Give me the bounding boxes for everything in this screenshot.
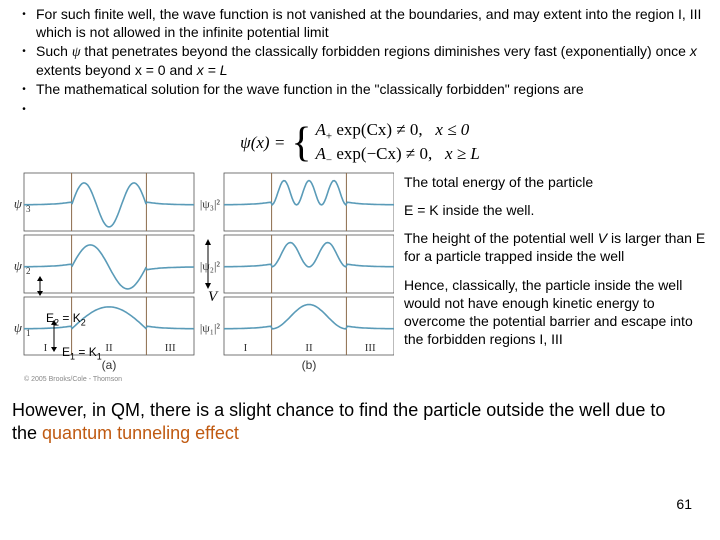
b2-x: x xyxy=(690,43,697,59)
svg-text:III: III xyxy=(165,342,176,354)
svg-text:I: I xyxy=(44,342,48,354)
equation: ψ(x) = { A+ exp(Cx) ≠ 0, x ≤ 0 A− exp(−C… xyxy=(240,120,480,167)
right-p2: E = K inside the well. xyxy=(404,201,708,219)
svg-text:2: 2 xyxy=(26,266,31,276)
c1-rest: exp(Cx) ≠ 0, xyxy=(332,120,423,139)
bottom-text: However, in QM, there is a slight chance… xyxy=(12,399,708,446)
svg-text:|ψ₂|²: |ψ₂|² xyxy=(200,259,221,273)
eq-case-2: A− exp(−Cx) ≠ 0, x ≥ L xyxy=(316,144,480,166)
svg-text:III: III xyxy=(365,342,376,354)
svg-text:© 2005 Brooks/Cole - Thomson: © 2005 Brooks/Cole - Thomson xyxy=(24,375,122,383)
right-p4: Hence, classically, the particle inside … xyxy=(404,276,708,349)
b2-xL: x = L xyxy=(197,62,228,78)
bullet-item-3: • The mathematical solution for the wave… xyxy=(12,81,708,99)
K2sub: 2 xyxy=(81,317,86,327)
svg-text:I: I xyxy=(244,342,248,354)
c1-cond: x ≤ 0 xyxy=(435,120,469,139)
svg-text:II: II xyxy=(105,342,113,354)
svg-text:(b): (b) xyxy=(302,358,317,372)
svg-text:|ψ₃|²: |ψ₃|² xyxy=(200,197,221,211)
svg-text:II: II xyxy=(305,342,313,354)
eq-cases: A+ exp(Cx) ≠ 0, x ≤ 0 A− exp(−Cx) ≠ 0, x… xyxy=(316,120,480,167)
eq-lhs: ψ(x) = xyxy=(240,133,285,153)
bottom-orange: quantum tunneling effect xyxy=(42,423,239,443)
eq1: = K xyxy=(75,345,97,359)
bullet-dot: • xyxy=(12,6,36,22)
page-number: 61 xyxy=(676,496,692,512)
c2-A: A xyxy=(316,144,326,163)
psi-symbol: ψ xyxy=(72,45,81,60)
svg-text:(a): (a) xyxy=(102,358,117,372)
bullet-dot: • xyxy=(12,101,36,117)
b2-pre: Such xyxy=(36,43,72,59)
right-p3: The height of the potential well V is la… xyxy=(404,229,708,265)
svg-text:3: 3 xyxy=(26,204,31,214)
bullet-text-3: The mathematical solution for the wave f… xyxy=(36,81,708,99)
eq-brace: { xyxy=(291,122,311,164)
eq-case-1: A+ exp(Cx) ≠ 0, x ≤ 0 xyxy=(316,120,480,142)
equation-block: ψ(x) = { A+ exp(Cx) ≠ 0, x ≤ 0 A− exp(−C… xyxy=(12,120,708,167)
svg-text:ψ: ψ xyxy=(14,258,23,273)
svg-text:ψ: ψ xyxy=(14,320,23,335)
bullet-item-2: • Such ψ that penetrates beyond the clas… xyxy=(12,43,708,79)
b2-post: that penetrates beyond the classically f… xyxy=(81,43,690,59)
figure-wrap: ψ3|ψ₃|²ψ2|ψ₂|²IIIIIIIIIIIIψ1|ψ₁|²(a)(b)©… xyxy=(12,171,394,393)
b2-post2: extents beyond x = 0 and xyxy=(36,62,197,78)
bullet-item-1: • For such finite well, the wave functio… xyxy=(12,6,708,41)
p3V: V xyxy=(598,230,607,246)
c2-rest: exp(−Cx) ≠ 0, xyxy=(332,144,432,163)
bullet-dot: • xyxy=(12,81,36,97)
bullet-text-2: Such ψ that penetrates beyond the classi… xyxy=(36,43,708,79)
bullet-item-4-empty: • xyxy=(12,101,708,117)
E2-label: E2 = K2 xyxy=(46,311,86,327)
svg-text:1: 1 xyxy=(26,328,31,338)
E1-label: E1 = K1 xyxy=(62,345,102,361)
bullet-list: • For such finite well, the wave functio… xyxy=(12,6,708,116)
p3a: The height of the potential well xyxy=(404,230,598,246)
eq2: = K xyxy=(59,311,81,325)
c2-cond: x ≥ L xyxy=(445,144,480,163)
mid-row: ψ3|ψ₃|²ψ2|ψ₂|²IIIIIIIIIIIIψ1|ψ₁|²(a)(b)©… xyxy=(12,171,708,393)
right-column: The total energy of the particle E = K i… xyxy=(404,171,708,359)
right-p1: The total energy of the particle xyxy=(404,173,708,191)
K1sub: 1 xyxy=(97,351,102,361)
svg-text:ψ: ψ xyxy=(14,196,23,211)
E2: E xyxy=(46,311,54,325)
bullet-text-1: For such finite well, the wave function … xyxy=(36,6,708,41)
bullet-dot: • xyxy=(12,43,36,59)
E1: E xyxy=(62,345,70,359)
V-label: V xyxy=(208,289,217,306)
c1-A: A xyxy=(316,120,326,139)
svg-text:|ψ₁|²: |ψ₁|² xyxy=(200,321,221,335)
